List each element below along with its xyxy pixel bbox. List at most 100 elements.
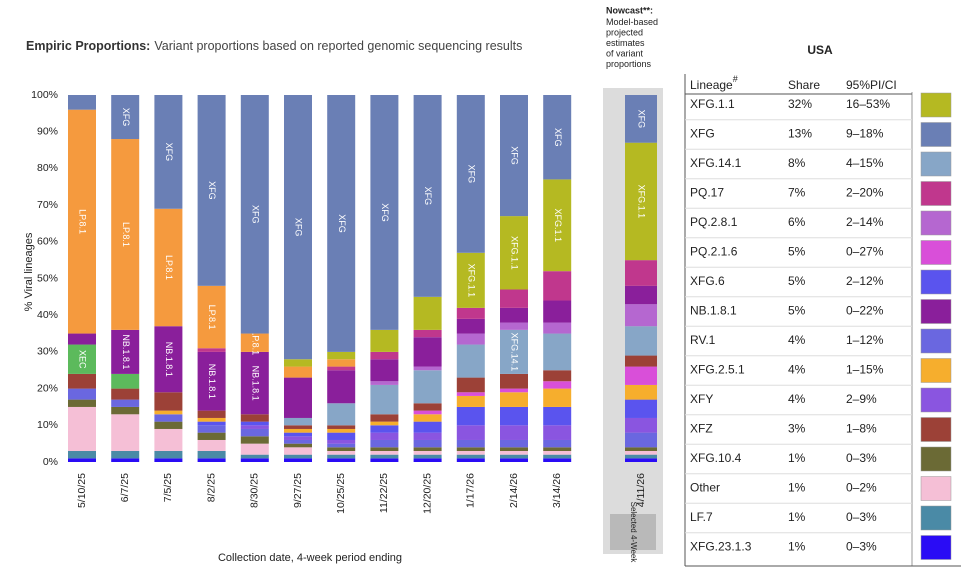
segment-label: XFG [380,203,390,222]
row-lineage: XFG.14.1 [690,156,742,170]
bar-segment [625,366,657,385]
bar-segment [500,329,528,374]
row-swatch [920,328,952,354]
row-swatch [920,240,952,265]
bar-segment [456,95,485,253]
bar-segment [456,377,485,393]
x-tick-label: 8/2/25 [205,473,217,502]
bar-segment [500,439,528,448]
bar-segment [327,359,356,367]
bar-segment [543,179,572,272]
title-text: Variant proportions based on reported ge… [154,39,522,53]
bar-segment [456,454,485,459]
bar-segment [327,351,356,360]
bar-segment [500,450,528,455]
bar-segment [370,454,399,459]
row-ci: 0–2% [846,481,877,495]
bar-segment [413,329,442,338]
bar-segment [543,271,572,301]
segment-label: LP.8.1 [164,255,174,280]
bar-segment [111,329,140,374]
segment-label: NB.1.8.1 [121,334,131,369]
bar-segment [370,351,399,360]
segment-label: XFG.1.1 [466,264,476,298]
row-swatch [920,92,952,118]
bar-segment [68,95,96,110]
bar-segment [500,388,528,393]
bar-segment [327,370,356,404]
nowcast-title: Nowcast**: [606,5,653,15]
bar-segment [370,439,399,448]
bar-segment [284,417,312,426]
bar-segment [500,322,528,330]
bar-segment [111,373,140,389]
selected-box [610,514,656,550]
row-ci: 9–18% [846,127,884,141]
bar-segment [327,366,356,371]
bar-segment [413,296,442,330]
segment-label: LP.8.1 [207,305,217,330]
bar-segment [284,428,312,433]
bar-segment [543,300,572,323]
bar-segment [240,458,269,462]
bar-segment [240,436,269,444]
bar-segment [625,450,657,455]
row-lineage: XFG.2.5.1 [690,363,745,377]
bar-segment [500,373,528,389]
bar-segment [543,406,572,426]
row-swatch [920,446,952,472]
bar-segment [456,318,485,334]
bar-segment [370,458,399,462]
bar-segment [456,307,485,319]
bar-segment [327,95,356,352]
bar-segment [456,333,485,345]
bar-segment [111,406,140,415]
bar-segment [327,458,356,462]
bar-segment [625,95,657,143]
bar-segment [543,447,572,451]
bar-segment [370,384,399,415]
bar-segment [500,458,528,462]
segment-label: XFG [510,146,520,165]
bar-segment [543,450,572,455]
bar-segment [500,447,528,451]
y-tick-label: 60% [37,236,58,248]
bar-segment [68,458,96,462]
row-ci: 16–53% [846,97,890,111]
bar-segment [284,366,312,378]
segment-label: XFG.1.1 [553,209,563,243]
bar-segment [543,322,572,334]
row-swatch [920,151,952,177]
row-swatch [920,181,952,206]
row-share: 1% [788,510,806,524]
row-share: 6% [788,215,806,229]
segment-label: NB.1.8.1 [207,364,217,399]
row-share: 4% [788,392,806,406]
bar-segment [154,410,183,415]
bar-segment [625,399,657,418]
bar-segment [370,414,399,422]
segment-label: XFG [294,218,304,237]
y-tick-label: 10% [37,419,58,431]
segment-label: XFG [164,143,174,162]
y-tick-label: 50% [37,272,58,284]
title-bold: Empiric Proportions: [26,39,150,53]
row-share: 3% [788,422,806,436]
bar-segment [500,392,528,407]
bar-segment [240,95,269,334]
row-swatch [920,358,952,383]
bar-segment [68,373,96,389]
bar-segment [197,425,226,433]
bar-segment [197,351,226,411]
row-swatch [920,269,952,295]
row-lineage: XFG [690,127,715,141]
bar-segment [370,447,399,451]
bar-segment [370,432,399,440]
segment-label: XFG [121,108,131,127]
x-axis-label: Collection date, 4-week period ending [218,552,402,564]
bar-segment [284,443,312,448]
x-tick-label: 4/11/26 [635,473,647,507]
row-lineage: XFG.10.4 [690,451,742,465]
row-swatch [920,387,952,413]
